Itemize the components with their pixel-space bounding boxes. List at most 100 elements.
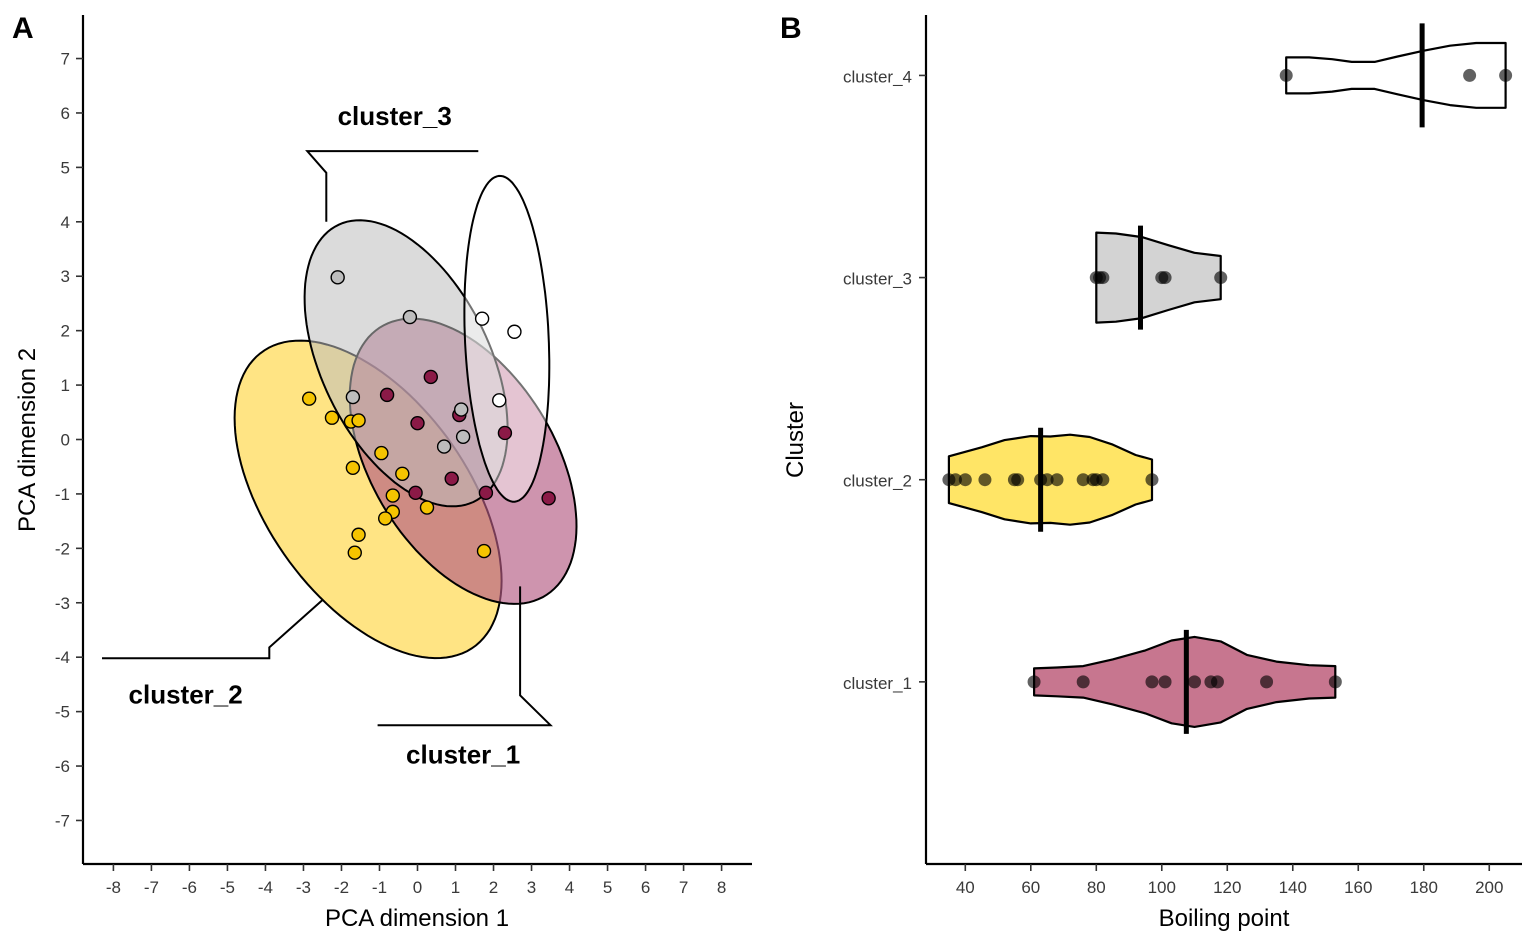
violins (942, 23, 1513, 734)
panel-a-axes: -8 -7 -6 -5 -4 -3 -2 -1 0 1 2 3 4 5 6 7 8 -7 -6 -5 -4 -3 -2 -1… (55, 15, 752, 897)
point-cluster-4 (474, 311, 490, 326)
point-cluster-3 (454, 402, 469, 417)
point-cluster-1 (478, 485, 494, 501)
point-cluster-2 (347, 545, 362, 560)
point-cluster-2 (377, 511, 393, 526)
point-cluster-1 (497, 425, 513, 441)
panel-a-y-axis-title: PCA dimension 2 (14, 348, 41, 532)
scatter-points (301, 270, 556, 560)
point-cluster-2 (301, 391, 317, 406)
violin-point-cluster-1 (1076, 675, 1090, 689)
y-tick-label: 4 (61, 213, 70, 232)
violin-point-cluster-2 (948, 473, 962, 487)
y-tick-label: 7 (61, 50, 70, 69)
y-tick-label: 5 (61, 158, 70, 177)
x-tick-label: 100 (1148, 878, 1176, 897)
violin-point-cluster-1 (1210, 675, 1224, 689)
panel-b-letter: B (780, 12, 802, 45)
x-tick-label: 200 (1475, 878, 1503, 897)
y-tick-label: -4 (55, 648, 70, 667)
x-tick-label: 80 (1087, 878, 1106, 897)
x-tick-label: -1 (372, 878, 387, 897)
panel-a-x-axis-title: PCA dimension 1 (325, 905, 509, 932)
violin-point-cluster-1 (1188, 675, 1202, 689)
y-tick-label: -2 (55, 539, 70, 558)
annotation-leader-cluster-2 (102, 599, 324, 660)
panel-a-y-ticks: -7 -6 -5 -4 -3 -2 -1 0 1 2 3 4 5 6 7 (55, 50, 83, 830)
point-cluster-2 (351, 527, 366, 542)
x-tick-label: 120 (1213, 878, 1241, 897)
x-tick-label: 6 (641, 878, 650, 897)
point-cluster-3 (345, 389, 361, 405)
x-tick-label: 2 (489, 878, 498, 897)
point-cluster-2 (395, 466, 410, 481)
x-tick-label: 7 (679, 878, 688, 897)
annotation-label-cluster-3: cluster_3 (338, 101, 452, 131)
point-cluster-2 (351, 413, 366, 428)
x-tick-label: 1 (451, 878, 460, 897)
violin-point-cluster-2 (1076, 473, 1090, 487)
point-cluster-1 (379, 387, 395, 403)
point-cluster-1 (423, 369, 439, 385)
point-cluster-3 (330, 270, 345, 285)
panel-a-pca-scatter: A cluster_3 cluster_2 cluster_1 -8 -7 -6 -5 -4… (12, 12, 752, 932)
y-tick-label: -5 (55, 703, 70, 722)
violin-point-cluster-1 (1027, 675, 1041, 689)
point-cluster-3 (402, 309, 418, 325)
violin-point-cluster-1 (1158, 675, 1172, 689)
y-tick-label: 1 (61, 376, 70, 395)
point-cluster-2 (374, 445, 389, 461)
point-cluster-2 (345, 460, 361, 475)
violin-point-cluster-2 (1040, 473, 1054, 487)
point-cluster-1 (408, 485, 423, 501)
x-tick-label: 40 (956, 878, 975, 897)
y-tick-label: -1 (55, 485, 70, 504)
y-tick-label: -7 (55, 811, 70, 830)
x-tick-label: 8 (717, 878, 726, 897)
violin-point-cluster-1 (1145, 675, 1159, 689)
violin-point-cluster-3 (1096, 271, 1110, 285)
annotation-leader-cluster-1 (377, 586, 553, 727)
cluster-annotations: cluster_3 cluster_2 cluster_1 (102, 101, 553, 769)
x-tick-label: 180 (1410, 878, 1438, 897)
point-cluster-3 (436, 439, 452, 454)
y-tick-label: 0 (61, 431, 70, 450)
y-tick-label: cluster_1 (843, 674, 912, 693)
panel-b-violin-plot: B 40 60 80 100 120 140 160 180 200 cluster_1 clus… (780, 12, 1522, 932)
violin-cluster-4 (1285, 41, 1507, 109)
violin-point-cluster-2 (1145, 473, 1159, 487)
x-tick-label: -6 (182, 878, 197, 897)
x-tick-label: 60 (1021, 878, 1040, 897)
violin-point-cluster-4 (1279, 68, 1293, 82)
point-cluster-2 (385, 488, 400, 503)
x-tick-label: -3 (296, 878, 311, 897)
cluster-ellipses (233, 174, 578, 660)
point-cluster-3 (455, 429, 471, 444)
point-cluster-1 (410, 415, 425, 431)
violin-point-cluster-4 (1499, 68, 1513, 82)
x-tick-label: 3 (527, 878, 536, 897)
panel-b-axes: 40 60 80 100 120 140 160 180 200 cluster_1 cluste… (843, 15, 1522, 897)
annotation-label-cluster-1: cluster_1 (406, 739, 520, 769)
x-tick-label: -4 (258, 878, 273, 897)
x-tick-label: -5 (220, 878, 235, 897)
x-tick-label: 160 (1344, 878, 1372, 897)
annotation-label-cluster-2: cluster_2 (129, 679, 243, 709)
x-tick-label: 4 (565, 878, 574, 897)
y-tick-label: -6 (55, 757, 70, 776)
x-tick-label: -8 (106, 878, 121, 897)
violin-point-cluster-3 (1158, 271, 1172, 285)
x-tick-label: -7 (144, 878, 159, 897)
violin-point-cluster-3 (1214, 271, 1228, 285)
panel-b-y-axis-title: Cluster (782, 402, 809, 478)
x-tick-label: 5 (603, 878, 612, 897)
violin-point-cluster-1 (1260, 675, 1274, 689)
x-tick-label: 140 (1279, 878, 1307, 897)
panel-a-x-ticks: -8 -7 -6 -5 -4 -3 -2 -1 0 1 2 3 4 5 6 7 8 (106, 864, 726, 897)
y-tick-label: cluster_4 (843, 67, 912, 86)
y-tick-label: cluster_3 (843, 270, 912, 289)
panel-b-x-axis-title: Boiling point (1159, 905, 1290, 932)
violin-point-cluster-4 (1463, 68, 1477, 82)
x-tick-label: 0 (413, 878, 422, 897)
